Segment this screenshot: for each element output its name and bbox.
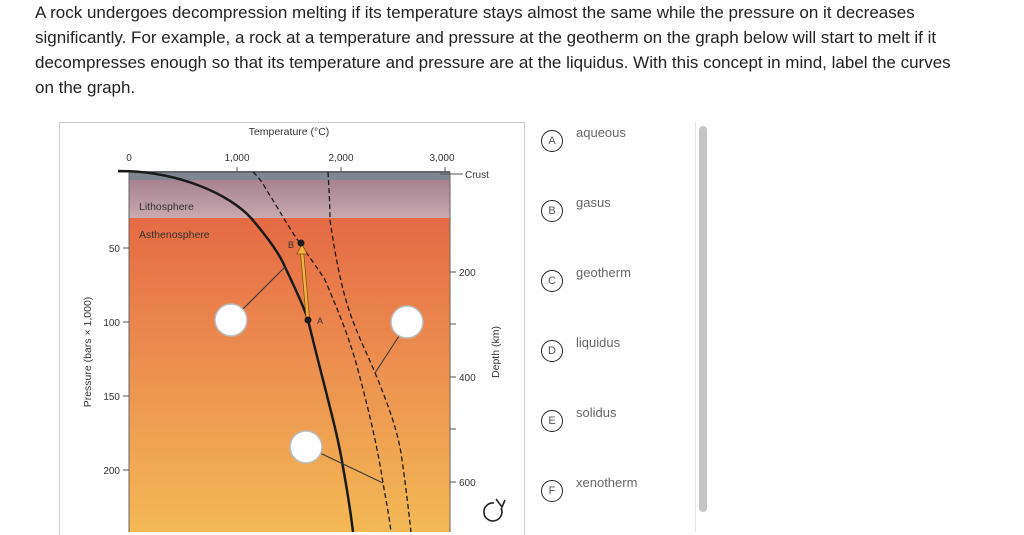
option-label: aqueous bbox=[576, 125, 626, 140]
y-tick: 200 bbox=[103, 466, 120, 477]
option-letter: B bbox=[541, 200, 563, 222]
option-letter: D bbox=[541, 340, 563, 362]
scrollbar-thumb[interactable] bbox=[699, 126, 707, 512]
y-tick: 150 bbox=[103, 392, 120, 403]
point-b-label: B bbox=[288, 240, 294, 250]
x-tick: 2,000 bbox=[328, 153, 353, 164]
y-tick: 50 bbox=[109, 244, 121, 255]
depth-tick: 400 bbox=[459, 373, 476, 384]
label-drop-target-1[interactable] bbox=[214, 303, 248, 337]
crust-layer bbox=[129, 171, 450, 180]
y-tick: 100 bbox=[103, 318, 120, 329]
dashed-curve-inner bbox=[252, 171, 392, 532]
option-label: liquidus bbox=[576, 335, 621, 350]
decompression-arrow bbox=[300, 251, 310, 321]
x-axis-title: Temperature (°C) bbox=[249, 126, 330, 138]
option-label: solidus bbox=[576, 405, 617, 420]
x-tick: 1,000 bbox=[224, 153, 249, 164]
option-letter: A bbox=[541, 130, 563, 152]
dashed-curve-outer bbox=[327, 171, 412, 532]
option-letter: C bbox=[541, 270, 563, 292]
option-label: xenotherm bbox=[576, 475, 638, 490]
option-label: gasus bbox=[576, 195, 611, 210]
lithosphere-label: Lithosphere bbox=[139, 201, 194, 213]
point-a-label: A bbox=[317, 316, 323, 326]
crust-label: Crust bbox=[465, 170, 489, 181]
solid-curve bbox=[117, 169, 355, 532]
y-axis-title: Pressure (bars × 1,000) bbox=[82, 297, 94, 408]
asthenosphere-label: Asthenosphere bbox=[139, 229, 210, 241]
point-a bbox=[304, 316, 312, 324]
lithosphere-layer bbox=[129, 180, 450, 218]
depth-tick: 200 bbox=[459, 268, 476, 279]
option-letter: E bbox=[541, 410, 563, 432]
option-letter: F bbox=[541, 480, 563, 502]
asthenosphere-layer bbox=[129, 218, 450, 532]
point-b bbox=[297, 239, 305, 247]
depth-tick: 600 bbox=[459, 478, 476, 489]
question-text: A rock undergoes decompression melting i… bbox=[35, 3, 951, 97]
refresh-icon[interactable] bbox=[483, 498, 506, 522]
scrollbar-track[interactable] bbox=[695, 122, 712, 532]
option-label: geotherm bbox=[576, 265, 631, 280]
label-drop-target-3[interactable] bbox=[289, 430, 323, 464]
x-tick: 3,000 bbox=[429, 153, 454, 164]
y2-axis-title: Depth (km) bbox=[490, 326, 502, 378]
x-tick: 0 bbox=[126, 153, 132, 164]
label-drop-target-2[interactable] bbox=[390, 305, 424, 339]
